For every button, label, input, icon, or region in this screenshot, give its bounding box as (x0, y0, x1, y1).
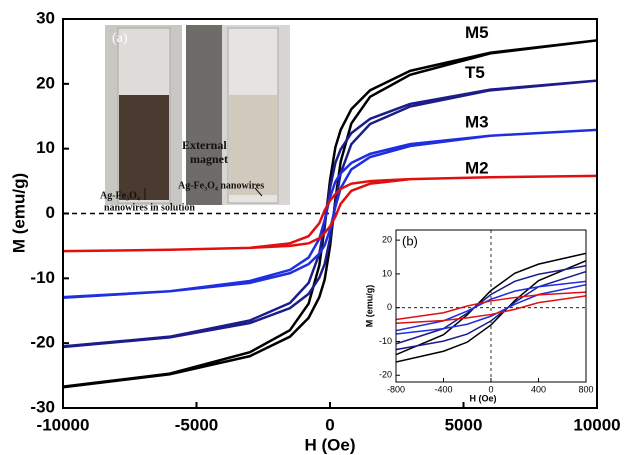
curve-label: M2 (465, 158, 489, 177)
clear-solution (229, 95, 277, 195)
inset-y-tick-label: -10 (379, 336, 392, 346)
curve-label: M5 (465, 23, 489, 42)
x-axis-title: H (Oe) (305, 435, 356, 454)
solution (119, 95, 169, 200)
y-tick-label: -10 (30, 268, 55, 287)
x-tick-label: 5000 (445, 415, 483, 434)
hysteresis-loop (63, 174, 597, 253)
caption: Ag-Fe₃O₄ (100, 190, 140, 201)
inset-loop (396, 291, 586, 324)
y-tick-label: 10 (36, 138, 55, 157)
y-tick-label: 30 (36, 8, 55, 27)
y-tick-label: 0 (46, 203, 55, 222)
magnet-label: magnet (190, 152, 228, 166)
hysteresis-loop (63, 79, 597, 349)
inset-loop (396, 265, 586, 351)
photo-inset: (a) External magnet Ag-Fe₃O₄ nanowires i… (100, 25, 290, 213)
x-tick-label: 10000 (573, 415, 620, 434)
inset-label: (b) (402, 233, 418, 248)
x-tick-label: -5000 (175, 415, 218, 434)
inset-y-tick-label: 0 (387, 302, 392, 312)
inset-loop (396, 252, 586, 363)
photo-label: (a) (112, 31, 128, 46)
hysteresis-loop (63, 128, 597, 300)
inset-y-tick-label: -20 (379, 370, 392, 380)
inset-loop (396, 280, 586, 335)
overlay: -20 -10 0 10 20 -800 -400 0 400 800 (379, 235, 594, 395)
curve-label: T5 (465, 63, 485, 82)
y-tick-label: -30 (30, 397, 55, 416)
caption: nanowires in solution (104, 202, 195, 213)
inset-x-tick-label: 800 (578, 384, 593, 394)
x-tick-label: 0 (325, 415, 334, 434)
y-tick-label: 20 (36, 73, 55, 92)
inset-y-title: M (emu/g) (364, 285, 374, 328)
hysteresis-loop (63, 39, 597, 389)
y-axis-title: M (emu/g) (9, 173, 28, 253)
curve-label: M3 (465, 112, 489, 131)
inset-plot (396, 230, 586, 382)
x-tick-label: -10000 (37, 415, 90, 434)
inset-y-tick-label: 20 (382, 235, 392, 245)
arrow (254, 187, 263, 197)
inset-x-title: H (Oe) (470, 393, 497, 403)
inset-x-tick-label: -800 (387, 384, 405, 394)
magnet-label: External (182, 138, 227, 152)
inset-x-tick-label: -400 (434, 384, 452, 394)
inset-y-tick-label: 10 (382, 268, 392, 278)
y-tick-label: -20 (30, 333, 55, 352)
magnet (186, 25, 222, 205)
inset-x-tick-label: 400 (531, 384, 546, 394)
inset-x-tick-label: 0 (488, 384, 493, 394)
caption: Ag-Fe₃O₄ nanowires (178, 180, 264, 191)
main-plot (63, 39, 597, 389)
